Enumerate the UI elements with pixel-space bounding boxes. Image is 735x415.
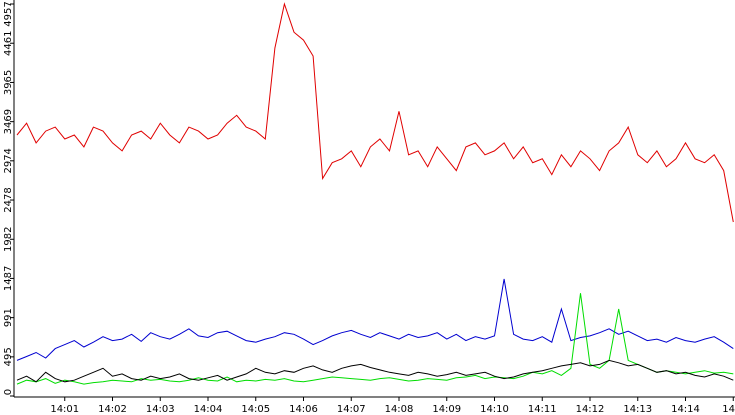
- x-tick-label: 14:12: [576, 404, 605, 415]
- y-tick-label: 4957: [3, 1, 14, 26]
- x-tick-label: 14:08: [385, 404, 414, 415]
- y-tick-label: 2974: [3, 148, 14, 173]
- y-tick-label: 2478: [3, 187, 14, 212]
- x-tick-label: 14:05: [241, 404, 270, 415]
- x-tick-label: 14:10: [480, 404, 509, 415]
- x-tick-label: 14:13: [623, 404, 652, 415]
- series-line: [16, 293, 734, 385]
- series-line: [16, 359, 734, 383]
- x-tick-label: 14:04: [194, 404, 223, 415]
- y-tick-label: 495: [3, 347, 14, 366]
- x-tick-label: 14:02: [98, 404, 127, 415]
- x-tick-label: 14:06: [289, 404, 318, 415]
- y-tick-label: 4461: [3, 30, 14, 55]
- x-tick-label: 14:03: [146, 404, 175, 415]
- y-tick-label: 1487: [3, 266, 14, 291]
- x-tick-label: 14:09: [432, 404, 461, 415]
- series-line: [16, 2, 734, 223]
- y-tick-label: 1982: [3, 227, 14, 252]
- x-tick-label: 14:07: [337, 404, 366, 415]
- series-line: [16, 278, 734, 361]
- x-tick-label: 14:14: [671, 404, 700, 415]
- y-tick-label: 991: [3, 308, 14, 327]
- x-tick-label: 14:11: [528, 404, 557, 415]
- y-tick-label: 3469: [3, 109, 14, 134]
- y-tick-label: 3965: [3, 70, 14, 95]
- x-tick-label: 14: [722, 404, 735, 415]
- x-tick-label: 14:01: [50, 404, 79, 415]
- y-tick-label: 0: [3, 389, 14, 395]
